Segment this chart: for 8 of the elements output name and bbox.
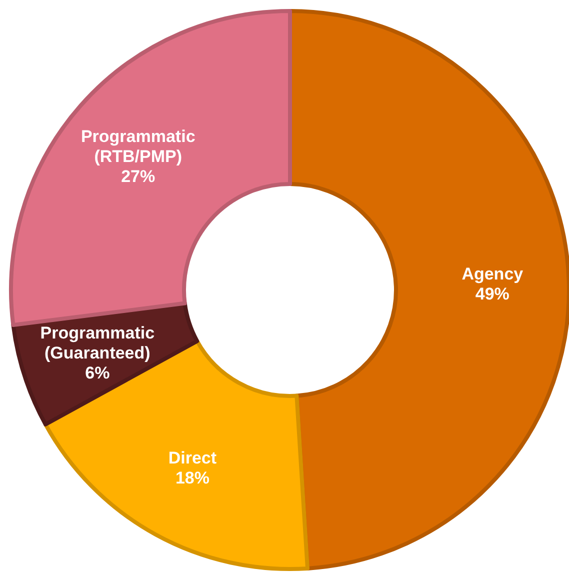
data-label: 6% [85,364,110,383]
slice-label: Agency [462,264,524,284]
data-label: 18% [175,468,210,488]
data-label: 49% [475,284,510,304]
slice-label: Programmatic (RTB/PMP) [80,127,196,166]
slice-label: Direct [168,448,217,468]
slice-label: Programmatic (Guaranteed) [40,324,155,363]
data-label: 27% [121,167,156,186]
